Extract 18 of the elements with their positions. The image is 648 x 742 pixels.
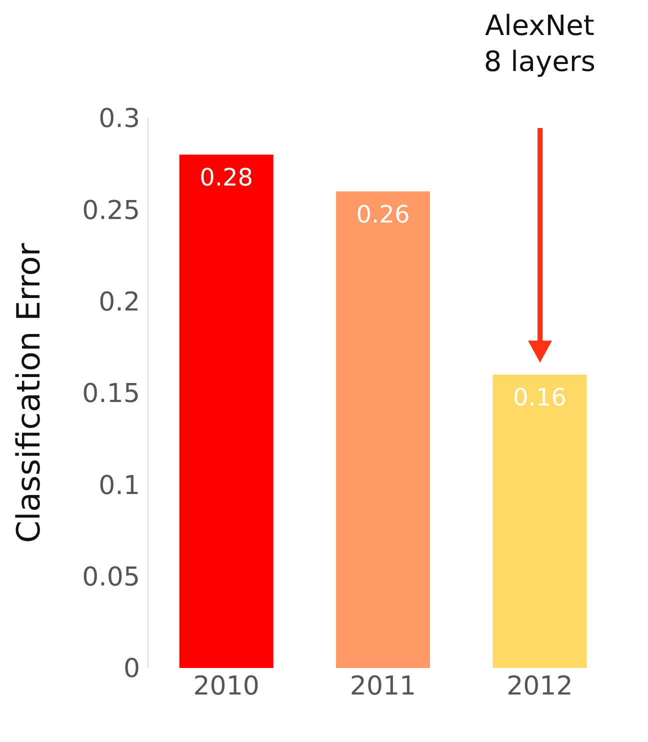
data-label: 0.26: [356, 200, 410, 228]
bar: [336, 191, 430, 668]
x-tick-label: 2010: [193, 671, 260, 702]
y-tick-label: 0: [123, 654, 140, 684]
y-tick-label: 0.1: [98, 470, 140, 501]
y-tick-label: 0.05: [82, 562, 140, 593]
y-tick-label: 0.2: [98, 288, 140, 318]
y-tick-label: 0.3: [98, 104, 140, 134]
x-tick-label: 2011: [350, 671, 416, 702]
y-tick-label: 0.25: [82, 196, 140, 226]
x-tick-label: 2012: [506, 671, 573, 702]
bar: [492, 374, 587, 668]
y-axis-title: Classification Error: [9, 242, 48, 543]
data-label: 0.28: [200, 164, 254, 192]
data-label: 0.16: [512, 384, 566, 412]
text: AlexNet 8 layers: [482, 8, 596, 80]
bar: [179, 154, 274, 668]
y-tick-label: 0.15: [82, 379, 140, 410]
